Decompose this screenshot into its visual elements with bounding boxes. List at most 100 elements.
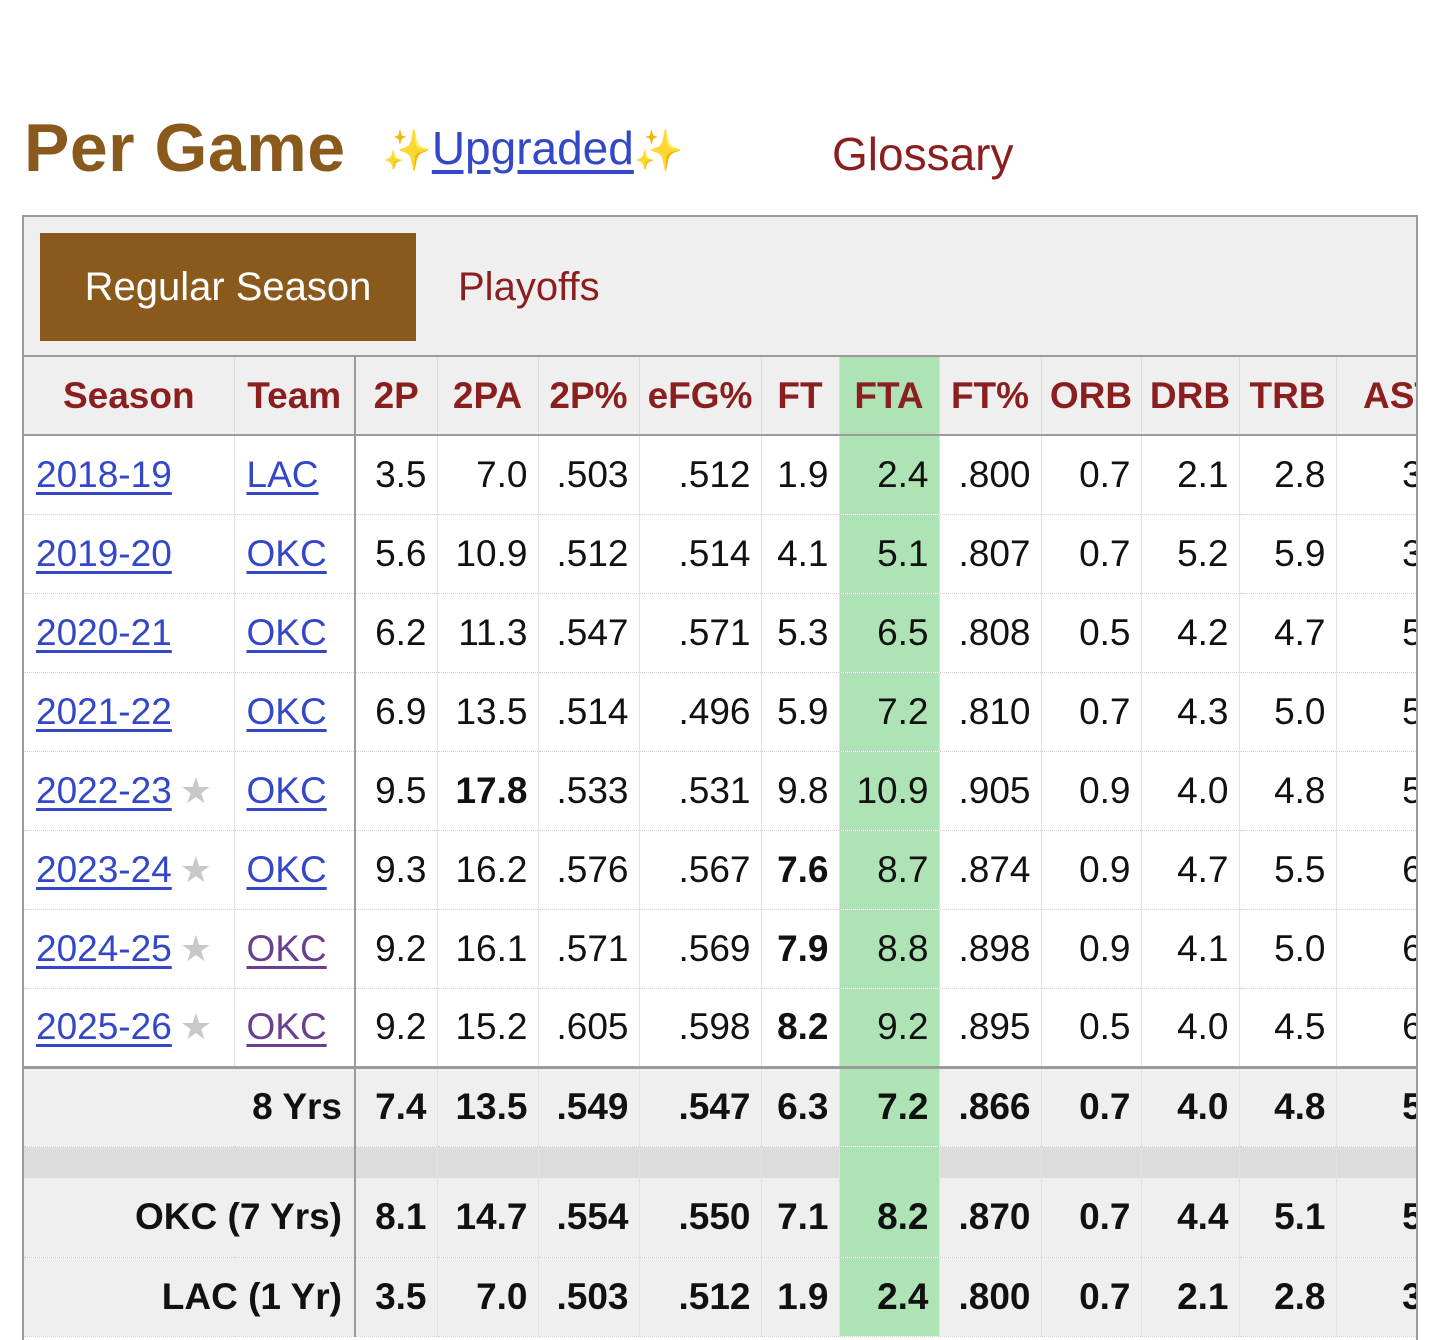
- season-link[interactable]: 2019-20: [36, 532, 172, 574]
- divider-cell: [437, 1146, 539, 1178]
- season-link[interactable]: 2020-21: [36, 611, 172, 653]
- column-header-trb[interactable]: TRB: [1239, 357, 1337, 436]
- tab-regular-season[interactable]: Regular Season: [40, 233, 416, 341]
- column-header-efg-pct[interactable]: eFG%: [639, 357, 762, 436]
- season-link[interactable]: 2021-22: [36, 690, 172, 732]
- stats-table-wrapper[interactable]: Season Team 2P 2PA 2P% eFG% FT FTA FT% ORB DRB TRB A…: [24, 357, 1416, 1337]
- glossary-link[interactable]: Glossary: [832, 128, 1014, 180]
- team-cell: OKC: [234, 751, 356, 831]
- sparkle-icon: ✨: [382, 128, 432, 174]
- totals-cell-fta: 7.2: [839, 1065, 940, 1147]
- team-link[interactable]: OKC: [246, 927, 327, 969]
- stat-cell-fta: 7.2: [839, 672, 940, 752]
- column-header-drb[interactable]: DRB: [1141, 357, 1240, 436]
- totals-cell-ft-pct: .870: [939, 1178, 1042, 1258]
- totals-label: OKC (7 Yrs): [24, 1178, 356, 1258]
- stat-cell-2p: 9.3: [355, 830, 438, 910]
- divider-cell: [1239, 1146, 1337, 1178]
- stat-cell-drb: 4.0: [1141, 988, 1240, 1068]
- sparkle-icon: ✨: [633, 128, 684, 174]
- totals-cell-ast: 3.3: [1336, 1257, 1416, 1337]
- divider-cell: [355, 1146, 438, 1178]
- stat-cell-orb: 0.5: [1041, 593, 1142, 673]
- season-cell: 2021-22: [24, 672, 235, 752]
- table-row: 2018-19 LAC 3.5 7.0.503.512 1.9 2.4.800 0.7 2.1…: [24, 435, 1416, 515]
- table-row: 2025-26 ★ OKC 9.2 15.2.605.598 8.2 9.2.895 0.5 4…: [24, 988, 1416, 1068]
- page-header: Per Game ✨Upgraded✨ Glossary: [0, 0, 1440, 215]
- stat-cell-ast: 5.9: [1336, 593, 1416, 673]
- stat-cell-ft: 7.9: [761, 909, 840, 989]
- totals-cell-2p-pct: .503: [538, 1257, 640, 1337]
- season-link[interactable]: 2018-19: [36, 453, 172, 495]
- team-link[interactable]: OKC: [246, 611, 327, 653]
- team-link[interactable]: OKC: [246, 848, 327, 890]
- stat-cell-ast: 3.3: [1336, 514, 1416, 594]
- totals-cell-drb: 2.1: [1141, 1257, 1240, 1337]
- divider-cell: [24, 1146, 356, 1178]
- stat-cell-efg-pct: .567: [639, 830, 762, 910]
- totals-label: 8 Yrs: [24, 1065, 356, 1147]
- column-header-ft-pct[interactable]: FT%: [939, 357, 1042, 436]
- column-header-season[interactable]: Season: [24, 357, 235, 436]
- totals-cell-2p-pct: .554: [538, 1178, 640, 1258]
- season-type-tabs: Regular Season Playoffs: [24, 217, 1416, 357]
- stat-cell-2p-pct: .571: [538, 909, 640, 989]
- column-header-ast[interactable]: AST: [1336, 357, 1416, 436]
- stat-cell-2pa: 11.3: [437, 593, 539, 673]
- column-header-ft[interactable]: FT: [761, 357, 840, 436]
- page-title: Per Game: [24, 110, 346, 186]
- divider-cell: [839, 1146, 940, 1178]
- stat-cell-ft-pct: .800: [939, 435, 1042, 515]
- divider-cell: [1041, 1146, 1142, 1178]
- season-link[interactable]: 2022-23: [36, 769, 172, 811]
- totals-label: LAC (1 Yr): [24, 1257, 356, 1337]
- totals-cell-orb: 0.7: [1041, 1065, 1142, 1147]
- stat-cell-ast: 3.3: [1336, 435, 1416, 515]
- stat-cell-drb: 5.2: [1141, 514, 1240, 594]
- column-header-team[interactable]: Team: [234, 357, 356, 436]
- stat-cell-ast: 6.2: [1336, 830, 1416, 910]
- tab-playoffs[interactable]: Playoffs: [458, 264, 600, 309]
- stat-cell-drb: 4.3: [1141, 672, 1240, 752]
- stat-cell-fta: 2.4: [839, 435, 940, 515]
- stat-cell-2p: 9.2: [355, 988, 438, 1068]
- all-star-icon: ★: [179, 1006, 213, 1047]
- team-link[interactable]: OKC: [246, 690, 327, 732]
- team-cell: OKC: [234, 830, 356, 910]
- team-link[interactable]: OKC: [246, 769, 327, 811]
- totals-cell-efg-pct: .550: [639, 1178, 762, 1258]
- team-link[interactable]: OKC: [246, 532, 327, 574]
- stat-cell-2p-pct: .576: [538, 830, 640, 910]
- column-header-orb[interactable]: ORB: [1041, 357, 1142, 436]
- totals-divider: [24, 1146, 1416, 1178]
- stat-cell-orb: 0.5: [1041, 988, 1142, 1068]
- season-link[interactable]: 2024-25: [36, 927, 172, 969]
- totals-cell-ast: 5.3: [1336, 1065, 1416, 1147]
- totals-cell-2pa: 13.5: [437, 1065, 539, 1147]
- column-header-2p-pct[interactable]: 2P%: [538, 357, 640, 436]
- stat-cell-fta: 8.7: [839, 830, 940, 910]
- season-link[interactable]: 2023-24: [36, 848, 172, 890]
- column-header-2pa[interactable]: 2PA: [437, 357, 539, 436]
- stat-cell-trb: 5.0: [1239, 909, 1337, 989]
- totals-cell-fta: 8.2: [839, 1178, 940, 1258]
- stat-cell-ast: 5.9: [1336, 672, 1416, 752]
- totals-cell-trb: 2.8: [1239, 1257, 1337, 1337]
- season-link[interactable]: 2025-26: [36, 1006, 172, 1047]
- stat-cell-fta: 6.5: [839, 593, 940, 673]
- stat-cell-2p: 9.5: [355, 751, 438, 831]
- totals-cell-2p: 8.1: [355, 1178, 438, 1258]
- table-row: 2022-23 ★ OKC 9.5 17.8.533.531 9.8 10.9.905 0.9…: [24, 751, 1416, 831]
- upgraded-link[interactable]: Upgraded: [431, 122, 634, 174]
- divider-cell: [639, 1146, 762, 1178]
- column-header-fta[interactable]: FTA: [839, 357, 940, 436]
- column-header-2p[interactable]: 2P: [355, 357, 438, 436]
- season-cell: 2024-25 ★: [24, 909, 235, 989]
- stat-cell-efg-pct: .598: [639, 988, 762, 1068]
- stat-cell-2pa: 16.1: [437, 909, 539, 989]
- totals-cell-ft: 7.1: [761, 1178, 840, 1258]
- team-link[interactable]: LAC: [246, 453, 319, 495]
- divider-cell: [761, 1146, 840, 1178]
- team-link[interactable]: OKC: [246, 1006, 327, 1047]
- stat-cell-efg-pct: .496: [639, 672, 762, 752]
